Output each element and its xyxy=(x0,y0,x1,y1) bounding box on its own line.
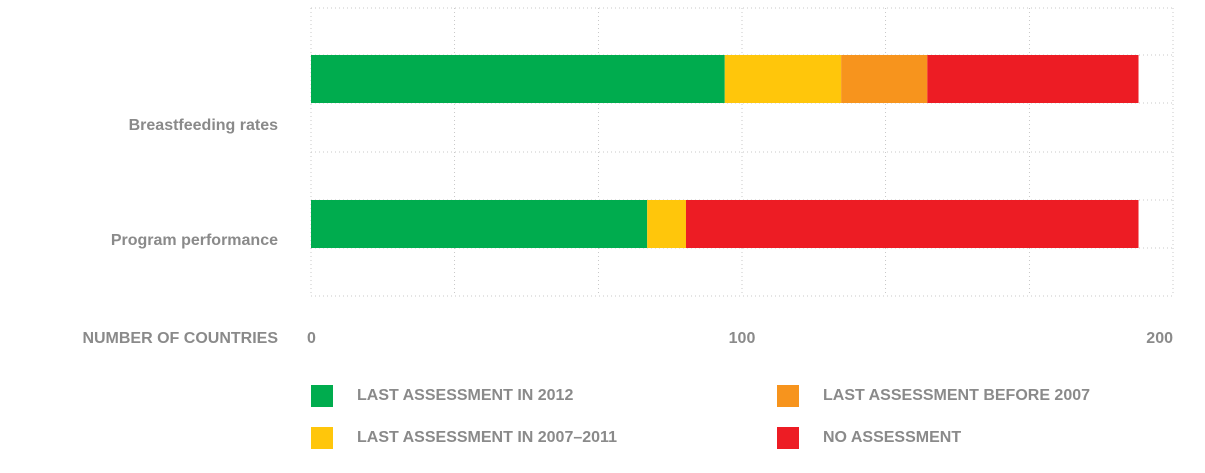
legend-swatch xyxy=(777,427,799,449)
bar-segment xyxy=(685,200,1139,248)
x-tick-label: 0 xyxy=(307,330,316,347)
bar-segment xyxy=(311,55,725,103)
x-tick-label: 100 xyxy=(729,330,756,347)
x-axis-label: NUMBER OF COUNTRIES xyxy=(82,330,278,347)
y-tick-label: Program performance xyxy=(111,232,278,249)
x-tick-label: 200 xyxy=(1146,330,1173,347)
legend-label: LAST ASSESSMENT IN 2007–2011 xyxy=(357,429,617,446)
bar-segment xyxy=(927,55,1139,103)
bar-segment xyxy=(724,55,842,103)
y-tick-label: Breastfeeding rates xyxy=(129,117,278,134)
bar-segment xyxy=(311,200,648,248)
legend-label: LAST ASSESSMENT BEFORE 2007 xyxy=(823,387,1090,404)
bar-segment xyxy=(647,200,686,248)
legend-label: NO ASSESSMENT xyxy=(823,429,961,446)
legend-label: LAST ASSESSMENT IN 2012 xyxy=(357,387,573,404)
legend-swatch xyxy=(777,385,799,407)
bar-segment xyxy=(841,55,928,103)
legend-swatch xyxy=(311,385,333,407)
legend-swatch xyxy=(311,427,333,449)
